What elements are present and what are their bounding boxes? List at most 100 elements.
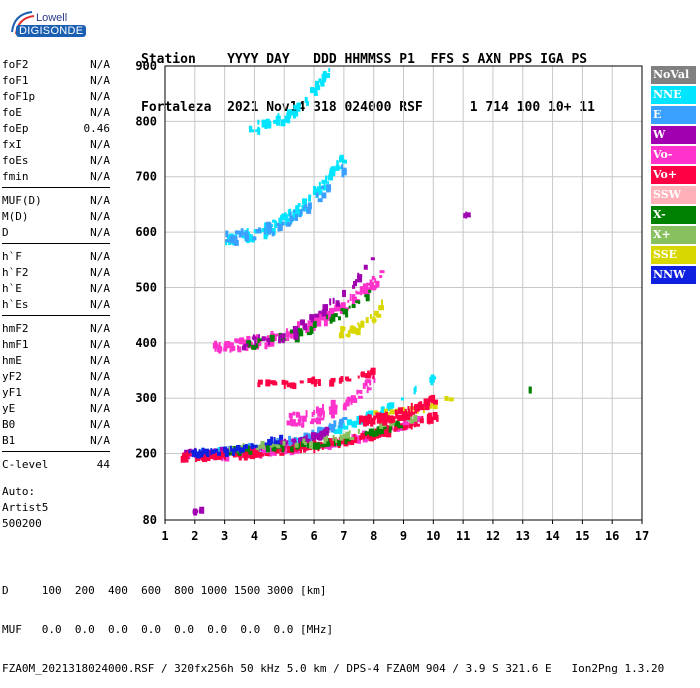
echo-point-nne — [306, 100, 310, 106]
echo-point-vo — [357, 375, 360, 379]
echo-point-sse — [427, 404, 433, 409]
echo-point-nne — [321, 73, 325, 79]
echo-point-vo — [300, 446, 303, 454]
echo-point-vo — [367, 379, 371, 384]
echo-point-w — [266, 338, 271, 343]
y-tick-label: 400 — [135, 336, 157, 350]
param-row-foep: foEp 0.46 — [2, 122, 110, 136]
echo-point-nne — [315, 80, 320, 87]
echo-point-vo — [419, 401, 423, 408]
echo-point-nne — [281, 213, 287, 221]
echo-point-w — [292, 325, 298, 333]
echo-point-nne — [289, 110, 295, 116]
echo-point-nne — [334, 428, 338, 434]
echo-point-vo — [359, 286, 365, 293]
echo-point-vo — [428, 398, 433, 402]
x-tick-label: 4 — [251, 529, 258, 543]
echo-point-e — [290, 218, 293, 225]
param-row-mufd: MUF(D) N/A — [2, 194, 110, 208]
echo-point-x — [371, 430, 376, 437]
echo-point-vo — [303, 417, 306, 422]
echo-point-vo — [307, 378, 313, 384]
echo-point-nne — [292, 112, 296, 119]
echo-point-vo — [363, 421, 368, 427]
echo-point-w — [198, 509, 201, 514]
echo-point-vo — [395, 411, 399, 419]
echo-point-vo — [217, 455, 220, 460]
echo-point-w — [357, 275, 363, 283]
echo-point-nne — [309, 87, 314, 94]
x-tick-label: 15 — [575, 529, 589, 543]
echo-point-vo — [433, 399, 439, 405]
x-tick-label: 9 — [400, 529, 407, 543]
param-value: N/A — [90, 58, 110, 71]
echo-point-vo — [276, 333, 281, 337]
echo-point-vo — [373, 377, 376, 383]
echo-point-nne — [323, 74, 327, 80]
echo-point-vo — [286, 420, 291, 426]
echo-point-x — [394, 422, 397, 427]
echo-point-e — [307, 202, 312, 210]
echo-point-vo — [316, 417, 322, 425]
echo-point-nne — [342, 159, 348, 164]
echo-point-vo — [305, 410, 308, 418]
echo-point-x — [381, 426, 387, 430]
echo-point-vo — [330, 377, 336, 381]
echo-point-e — [342, 416, 348, 420]
echo-point-x — [299, 330, 302, 336]
echo-point-vo — [382, 416, 386, 421]
echo-point-x — [398, 425, 404, 429]
echo-point-e — [240, 228, 244, 236]
param-value: N/A — [90, 154, 110, 167]
echo-point-vo — [295, 411, 299, 418]
echo-point-nnw — [233, 447, 236, 451]
echo-point-vo — [228, 342, 234, 346]
echo-point-x — [309, 441, 313, 448]
echo-point-x — [357, 428, 360, 434]
echo-point-vo — [285, 331, 288, 336]
echo-point-e — [330, 423, 335, 427]
echo-point-x — [257, 445, 260, 451]
echo-point-x — [312, 442, 317, 450]
echo-point-nne — [318, 181, 321, 187]
echo-point-vo — [352, 397, 358, 403]
echo-point-x — [306, 443, 310, 449]
echo-point-sse — [372, 316, 376, 324]
y-tick-label: 80 — [143, 513, 157, 527]
echo-point-w — [324, 304, 329, 312]
param-value: N/A — [90, 338, 110, 351]
echo-point-e — [341, 418, 345, 424]
echo-point-nne — [413, 388, 416, 395]
echo-point-nne — [324, 179, 328, 184]
echo-point-vo — [426, 400, 431, 406]
echo-point-vo — [318, 318, 321, 324]
echo-point-e — [299, 209, 303, 215]
y-tick-label: 800 — [135, 114, 157, 128]
echo-point-vo — [333, 407, 338, 415]
echo-point-vo — [307, 320, 312, 328]
echo-point-nne — [359, 420, 364, 425]
echo-point-vo — [242, 451, 247, 459]
echo-point-nne — [255, 129, 258, 133]
echo-point-w — [311, 434, 317, 439]
echo-point-x — [348, 305, 351, 309]
x-tick-label: 14 — [545, 529, 559, 543]
param-value: N/A — [90, 418, 110, 431]
echo-point-vo — [302, 419, 305, 427]
echo-point-vo — [295, 422, 299, 427]
legend-item-x: X- — [651, 206, 696, 224]
param-value: N/A — [90, 194, 110, 207]
param-value: N/A — [90, 434, 110, 447]
echo-point-vo — [369, 370, 372, 377]
param-row-foes: foEs N/A — [2, 154, 110, 168]
echo-point-vo — [313, 315, 319, 321]
echo-point-x — [281, 446, 285, 453]
echo-point-nne — [265, 122, 271, 129]
echo-point-vo — [221, 453, 226, 458]
echo-point-w — [324, 427, 330, 433]
echo-point-x — [309, 329, 312, 336]
echo-point-vo — [417, 416, 422, 423]
param-row-clevel: C-level 44 — [2, 458, 110, 472]
echo-point-vo — [379, 270, 385, 274]
echo-point-nne — [325, 73, 331, 79]
